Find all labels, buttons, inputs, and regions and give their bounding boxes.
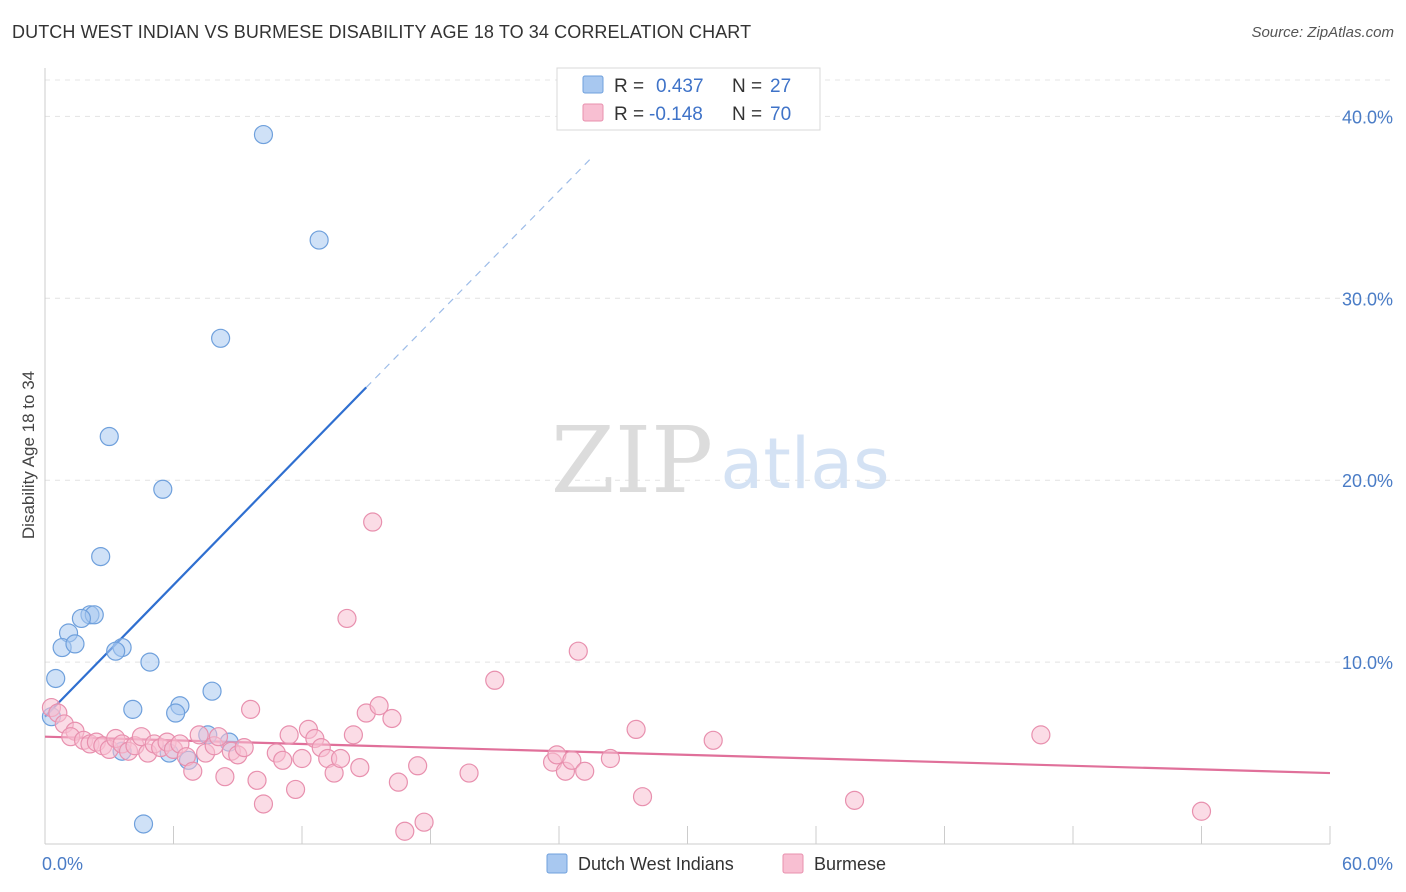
point-dutch-west-indians-16 <box>202 681 222 701</box>
point-dutch-west-indians-8 <box>71 608 92 629</box>
point-dutch-west-indians-5 <box>91 546 111 567</box>
series-legend-swatch-dutch-west-indians <box>546 853 568 874</box>
series-legend: Dutch West Indians Burmese <box>546 853 886 874</box>
legend-r-label-1: R = <box>614 104 644 125</box>
data-points <box>41 124 1212 841</box>
y-tick-label-3: 40.0% <box>1342 107 1393 127</box>
series-legend-swatch-burmese <box>782 853 804 874</box>
point-burmese-52 <box>388 772 408 792</box>
point-dutch-west-indians-19 <box>166 703 186 723</box>
y-tick-label-2: 30.0% <box>1342 289 1393 309</box>
legend-n-label-1: N = <box>732 104 762 125</box>
grid-lines <box>45 79 1390 663</box>
y-tick-label-1: 20.0% <box>1342 471 1393 491</box>
point-burmese-61 <box>562 750 582 770</box>
y-tick-labels: 10.0% 20.0% 30.0% 40.0% <box>1342 107 1393 673</box>
watermark-zip: ZIP <box>551 407 713 514</box>
point-burmese-66 <box>632 787 653 807</box>
point-burmese-68 <box>844 790 865 810</box>
legend-swatch-burmese <box>582 103 604 122</box>
point-burmese-56 <box>459 763 479 783</box>
point-burmese-36 <box>279 725 299 745</box>
point-dutch-west-indians-1 <box>309 230 329 250</box>
point-dutch-west-indians-14 <box>140 652 160 672</box>
point-burmese-23 <box>189 725 209 745</box>
point-dutch-west-indians-18 <box>123 699 143 719</box>
point-burmese-64 <box>600 748 621 769</box>
point-burmese-51 <box>382 708 402 729</box>
trend-line-burmese <box>44 735 1331 775</box>
point-burmese-26 <box>208 727 229 747</box>
x-tick-labels: 0.0% 60.0% <box>42 854 1393 874</box>
point-burmese-38 <box>292 748 312 769</box>
x-tick-label-0: 0.0% <box>42 854 83 874</box>
point-burmese-62 <box>568 641 588 661</box>
trend-line-dutch-west-indians-extension <box>365 157 592 388</box>
chart-source: Source: ZipAtlas.com <box>1251 24 1394 41</box>
point-dutch-west-indians-0 <box>253 124 274 145</box>
point-burmese-22 <box>183 761 203 781</box>
point-burmese-27 <box>215 767 235 787</box>
trend-line-dutch-west-indians <box>44 386 368 718</box>
point-burmese-69 <box>1031 725 1051 745</box>
legend-n-value-1: 70 <box>770 104 791 125</box>
x-tick-label-1: 60.0% <box>1342 854 1393 874</box>
chart-title: DUTCH WEST INDIAN VS BURMESE DISABILITY … <box>12 22 752 42</box>
point-dutch-west-indians-2 <box>211 328 231 348</box>
point-burmese-30 <box>234 737 254 758</box>
correlation-legend: R = 0.437 N = 27 R = -0.148 N = 70 <box>556 67 821 131</box>
series-legend-label-burmese: Burmese <box>814 854 886 874</box>
point-burmese-47 <box>350 757 370 778</box>
point-burmese-35 <box>273 750 293 770</box>
point-dutch-west-indians-15 <box>46 668 66 689</box>
point-dutch-west-indians-11 <box>65 634 85 654</box>
point-dutch-west-indians-4 <box>153 479 173 499</box>
legend-n-value-0: 27 <box>770 76 791 97</box>
point-burmese-32 <box>247 770 267 790</box>
legend-r-label-0: R = <box>614 76 644 97</box>
point-burmese-54 <box>408 756 428 776</box>
y-tick-label-0: 10.0% <box>1342 653 1393 673</box>
point-burmese-33 <box>253 794 274 814</box>
point-burmese-63 <box>575 761 595 781</box>
point-burmese-53 <box>395 821 415 841</box>
point-burmese-67 <box>703 730 723 750</box>
point-burmese-45 <box>337 608 357 629</box>
legend-r-value-0: 0.437 <box>656 76 704 97</box>
point-burmese-65 <box>626 719 646 740</box>
point-burmese-50 <box>369 696 389 716</box>
point-dutch-west-indians-13 <box>106 641 126 661</box>
point-burmese-70 <box>1191 801 1212 821</box>
watermark-atlas: atlas <box>720 423 889 505</box>
point-dutch-west-indians-26 <box>133 814 154 834</box>
point-burmese-57 <box>485 670 505 690</box>
legend-swatch-dutch-west-indians <box>582 75 604 94</box>
watermark: ZIP atlas <box>551 407 890 514</box>
point-burmese-49 <box>363 512 383 532</box>
point-burmese-55 <box>414 812 434 832</box>
legend-r-value-1: -0.148 <box>649 104 703 125</box>
y-axis-label: Disability Age 18 to 34 <box>19 371 38 539</box>
point-burmese-37 <box>285 779 306 800</box>
point-burmese-46 <box>343 725 363 745</box>
legend-n-label-0: N = <box>732 76 762 97</box>
trend-lines <box>44 157 1331 775</box>
point-dutch-west-indians-3 <box>99 426 119 447</box>
point-burmese-44 <box>330 748 351 769</box>
point-burmese-31 <box>241 699 261 719</box>
series-legend-label-dutch-west-indians: Dutch West Indians <box>578 854 734 874</box>
